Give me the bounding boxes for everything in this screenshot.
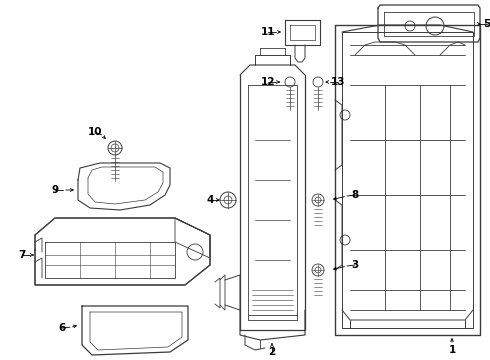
Text: 13: 13 (331, 77, 345, 87)
Text: 11: 11 (261, 27, 275, 37)
Text: 10: 10 (88, 127, 102, 137)
Text: 9: 9 (51, 185, 59, 195)
Text: 4: 4 (206, 195, 214, 205)
Text: 8: 8 (351, 190, 359, 200)
Text: 6: 6 (58, 323, 66, 333)
Text: 2: 2 (269, 347, 275, 357)
Text: 3: 3 (351, 260, 359, 270)
Text: 1: 1 (448, 345, 456, 355)
Text: 12: 12 (261, 77, 275, 87)
Text: 7: 7 (18, 250, 25, 260)
Text: 5: 5 (483, 19, 490, 29)
